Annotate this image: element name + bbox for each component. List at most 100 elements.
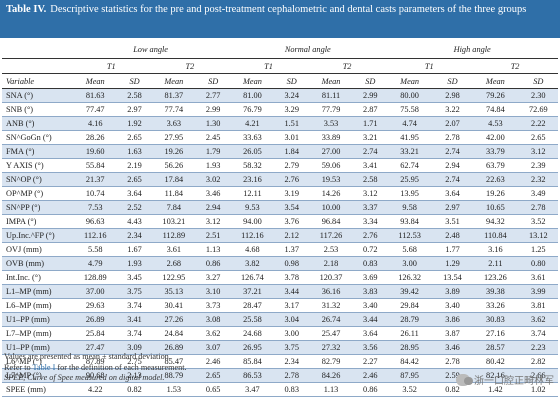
mean-cell: 19.60 xyxy=(72,144,119,159)
mean-cell: 33.89 xyxy=(307,130,355,145)
mean-cell: 26.89 xyxy=(72,312,119,327)
mean-cell: 112.89 xyxy=(150,228,198,243)
sd-cell: 3.75 xyxy=(118,284,151,299)
sd-cell: 3.09 xyxy=(118,340,151,355)
table-row: OVB (mm) 4.79 1.93 2.68 0.86 3.82 0.98 2.18 0.83… xyxy=(2,256,558,271)
sd-cell: 3.29 xyxy=(275,102,308,117)
stat-header: SD xyxy=(432,73,473,89)
variable-name: Up.Inc.^FP (°) xyxy=(2,228,72,243)
table-row: OP^MP (°) 10.74 3.64 11.84 3.46 12.11 3.19 14.2… xyxy=(2,186,558,201)
mean-cell: 90.68 xyxy=(72,368,119,383)
sd-cell: 3.64 xyxy=(432,186,473,201)
mean-cell: 28.95 xyxy=(386,340,433,355)
mean-cell: 19.53 xyxy=(307,172,355,187)
mean-cell: 29.84 xyxy=(386,298,433,313)
variable-name: Y AXIS (°) xyxy=(2,158,72,173)
stat-header: SD xyxy=(118,73,151,89)
sd-cell: 2.65 xyxy=(118,172,151,187)
stat-header: Mean xyxy=(72,73,119,89)
sd-cell: 3.87 xyxy=(432,326,473,341)
sd-cell: 3.51 xyxy=(432,214,473,229)
mean-cell: 26.89 xyxy=(150,340,198,355)
sd-cell: 1.93 xyxy=(118,256,151,271)
footnote-values: Values are presented as mean ± standard … xyxy=(4,352,171,361)
mean-cell: 80.42 xyxy=(472,354,519,369)
mean-cell: 96.63 xyxy=(72,214,119,229)
sd-cell: 3.61 xyxy=(518,270,558,285)
table-row: SN^OP (°) 21.37 2.65 17.84 3.02 23.16 2.76 19.5… xyxy=(2,172,558,187)
time-header: T2 xyxy=(307,58,387,74)
sd-cell: 3.54 xyxy=(275,200,308,215)
table-row: Up.Inc.^FP (°) 112.16 2.34 112.89 2.51 112.16… xyxy=(2,228,558,243)
mean-cell: 63.79 xyxy=(472,158,519,173)
sd-cell: 3.00 xyxy=(275,326,308,341)
table-body: SNA (°) 81.63 2.58 81.37 2.77 81.00 3.24 81.11 2… xyxy=(2,88,558,397)
sd-cell: 2.19 xyxy=(118,158,151,173)
sd-cell: 4.43 xyxy=(118,214,151,229)
mean-cell: 81.63 xyxy=(72,88,119,103)
mean-cell: 7.84 xyxy=(150,200,198,215)
mean-cell: 13.95 xyxy=(386,186,433,201)
mean-cell: 26.11 xyxy=(386,326,433,341)
mean-cell: 30.41 xyxy=(150,298,198,313)
sd-cell: 0.72 xyxy=(354,242,387,257)
table-row: SNB (°) 77.47 2.97 77.74 2.99 76.79 3.29 77.79 2… xyxy=(2,102,558,117)
table-row: L6–MP (mm) 29.63 3.74 30.41 3.73 28.47 3.17 31.… xyxy=(2,298,558,313)
sd-cell: 2.66 xyxy=(518,368,558,383)
table-reference-link[interactable]: Table I xyxy=(32,362,56,372)
sd-cell: 3.83 xyxy=(354,284,387,299)
mean-cell: 82.16 xyxy=(472,368,519,383)
mean-cell: 126.74 xyxy=(229,270,276,285)
time-header: T1 xyxy=(386,58,473,74)
sd-cell: 0.86 xyxy=(197,256,230,271)
mean-cell: 27.16 xyxy=(472,326,519,341)
sd-cell: 2.82 xyxy=(518,354,558,369)
mean-cell: 10.00 xyxy=(307,200,355,215)
table-row: L1–MP (mm) 37.00 3.75 35.13 3.10 37.21 3.44 36.… xyxy=(2,284,558,299)
mean-cell: 112.16 xyxy=(229,228,276,243)
sd-cell: 2.78 xyxy=(275,368,308,383)
mean-cell: 33.79 xyxy=(472,144,519,159)
mean-cell: 26.05 xyxy=(229,144,276,159)
mean-cell: 2.11 xyxy=(472,256,519,271)
mean-cell: 33.26 xyxy=(472,298,519,313)
sd-cell: 2.98 xyxy=(432,88,473,103)
mean-cell: 84.42 xyxy=(386,354,433,369)
mean-cell: 87.95 xyxy=(386,368,433,383)
mean-cell: 77.74 xyxy=(150,102,198,117)
mean-cell: 19.26 xyxy=(150,144,198,159)
sd-cell: 3.64 xyxy=(354,326,387,341)
mean-cell: 25.84 xyxy=(72,326,119,341)
sd-cell: 2.12 xyxy=(275,228,308,243)
mean-cell: 37.21 xyxy=(229,284,276,299)
mean-cell: 2.53 xyxy=(307,242,355,257)
sd-cell: 2.77 xyxy=(197,88,230,103)
table-row: SPEE (mm) 4.22 0.82 1.53 0.65 3.47 0.83 1.13 0.8… xyxy=(2,382,558,397)
mean-cell: 7.53 xyxy=(72,200,119,215)
sd-cell: 2.13 xyxy=(118,368,151,383)
sd-cell: 1.77 xyxy=(432,242,473,257)
sd-cell: 3.46 xyxy=(197,186,230,201)
mean-cell: 12.11 xyxy=(229,186,276,201)
variable-name: SN^OP (°) xyxy=(2,172,72,187)
mean-cell: 96.84 xyxy=(307,214,355,229)
sd-cell: 2.07 xyxy=(432,116,473,131)
sd-cell: 3.12 xyxy=(518,144,558,159)
sd-cell: 1.79 xyxy=(197,144,230,159)
sd-cell: 2.22 xyxy=(518,116,558,131)
mean-cell: 1.53 xyxy=(150,382,198,397)
sd-cell: 3.21 xyxy=(354,130,387,145)
variable-name: OP^MP (°) xyxy=(2,186,72,201)
variable-header: Variable xyxy=(2,73,72,89)
mean-cell: 9.53 xyxy=(229,200,276,215)
mean-cell: 93.84 xyxy=(386,214,433,229)
sd-cell: 1.51 xyxy=(275,116,308,131)
mean-cell: 3.53 xyxy=(307,116,355,131)
sd-cell: 3.64 xyxy=(118,186,151,201)
variable-name: L6^MP (°) xyxy=(2,354,72,369)
mean-cell: 1.13 xyxy=(307,382,355,397)
sd-cell: 1.84 xyxy=(275,144,308,159)
sd-cell: 1.63 xyxy=(118,144,151,159)
mean-cell: 33.63 xyxy=(229,130,276,145)
